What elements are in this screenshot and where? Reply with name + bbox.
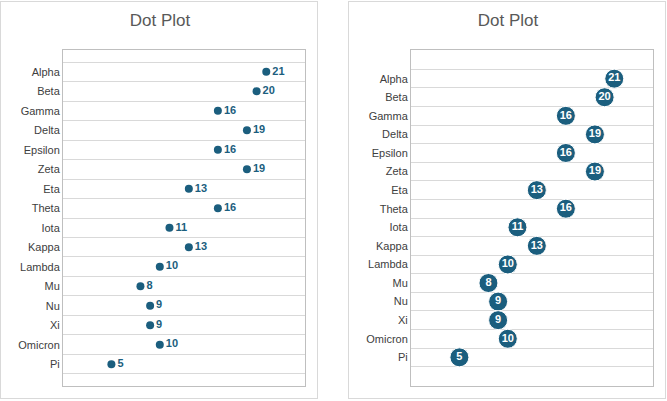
svg-text:9: 9 [495, 294, 501, 306]
svg-text:Theta: Theta [380, 203, 409, 215]
svg-text:16: 16 [560, 109, 572, 121]
svg-text:Alpha: Alpha [380, 73, 409, 85]
svg-text:Dot Plot: Dot Plot [130, 11, 191, 30]
svg-text:20: 20 [263, 84, 275, 96]
svg-text:Omicron: Omicron [18, 339, 60, 351]
svg-text:19: 19 [253, 123, 265, 135]
svg-text:Alpha: Alpha [32, 66, 61, 78]
svg-text:Xi: Xi [50, 319, 60, 331]
svg-text:Delta: Delta [34, 124, 61, 136]
svg-text:13: 13 [531, 239, 543, 251]
svg-text:13: 13 [531, 183, 543, 195]
svg-text:Kappa: Kappa [28, 241, 61, 253]
svg-text:16: 16 [224, 201, 236, 213]
svg-text:19: 19 [253, 162, 265, 174]
svg-text:11: 11 [512, 220, 524, 232]
svg-text:10: 10 [166, 259, 178, 271]
svg-text:9: 9 [156, 298, 162, 310]
svg-text:20: 20 [598, 90, 610, 102]
svg-text:Zeta: Zeta [386, 165, 409, 177]
svg-text:16: 16 [224, 104, 236, 116]
svg-text:9: 9 [495, 313, 501, 325]
svg-text:Pi: Pi [50, 358, 60, 370]
svg-text:8: 8 [146, 279, 152, 291]
svg-text:10: 10 [502, 257, 514, 269]
svg-text:Lambda: Lambda [20, 261, 61, 273]
svg-text:9: 9 [156, 318, 162, 330]
svg-text:Zeta: Zeta [38, 163, 61, 175]
svg-text:Epsilon: Epsilon [24, 144, 60, 156]
svg-text:13: 13 [195, 240, 207, 252]
svg-text:21: 21 [272, 65, 284, 77]
svg-text:Beta: Beta [385, 91, 409, 103]
svg-text:19: 19 [589, 164, 601, 176]
svg-text:16: 16 [560, 201, 572, 213]
svg-text:Eta: Eta [43, 183, 60, 195]
svg-text:16: 16 [560, 146, 572, 158]
svg-text:Beta: Beta [37, 85, 61, 97]
svg-text:Lambda: Lambda [368, 258, 409, 270]
svg-text:Mu: Mu [45, 280, 60, 292]
svg-text:10: 10 [166, 337, 178, 349]
svg-text:Gamma: Gamma [369, 110, 409, 122]
svg-text:Xi: Xi [398, 314, 408, 326]
svg-text:Kappa: Kappa [376, 240, 409, 252]
svg-text:21: 21 [608, 71, 620, 83]
svg-text:Dot Plot: Dot Plot [478, 11, 539, 30]
svg-text:13: 13 [195, 182, 207, 194]
svg-text:Mu: Mu [393, 277, 408, 289]
svg-text:Nu: Nu [394, 295, 408, 307]
svg-text:16: 16 [224, 143, 236, 155]
svg-text:Nu: Nu [46, 300, 60, 312]
svg-text:Delta: Delta [382, 128, 409, 140]
svg-text:19: 19 [589, 127, 601, 139]
svg-text:Pi: Pi [398, 351, 408, 363]
svg-text:Omicron: Omicron [366, 333, 408, 345]
svg-text:Iota: Iota [389, 221, 408, 233]
svg-text:Epsilon: Epsilon [372, 147, 408, 159]
svg-text:5: 5 [117, 357, 123, 369]
svg-text:8: 8 [485, 276, 491, 288]
svg-text:Iota: Iota [41, 222, 60, 234]
svg-text:5: 5 [456, 350, 462, 362]
svg-text:10: 10 [502, 332, 514, 344]
svg-text:11: 11 [175, 221, 187, 233]
svg-text:Eta: Eta [391, 184, 408, 196]
svg-text:Theta: Theta [32, 202, 61, 214]
svg-text:Gamma: Gamma [21, 105, 61, 117]
